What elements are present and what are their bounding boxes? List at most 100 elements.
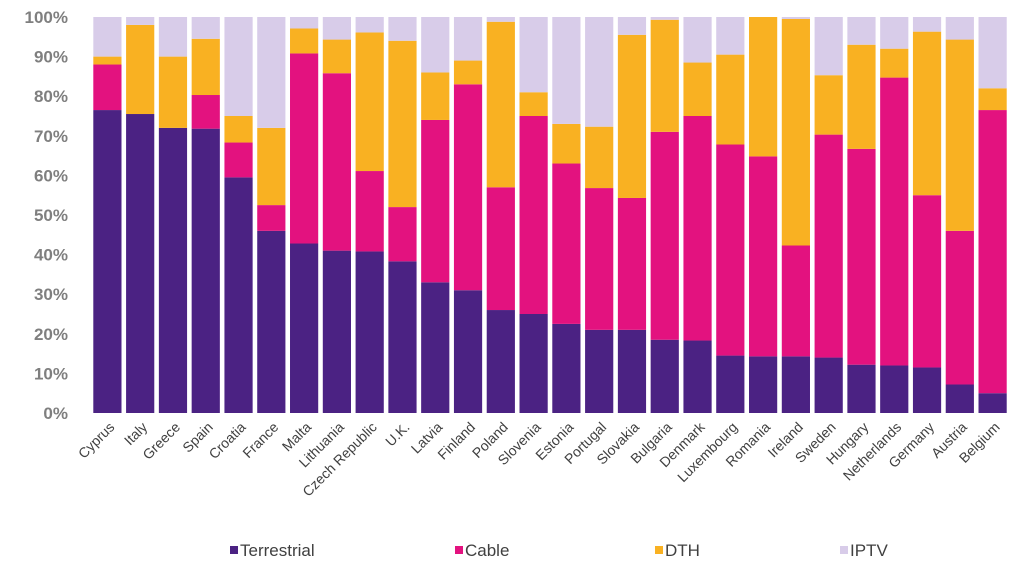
bar-cable-hungary: [847, 148, 876, 365]
legend-item-cable: Cable: [455, 541, 509, 560]
legend-swatch-dth: [655, 546, 663, 554]
bar-dth-ireland: [781, 18, 810, 246]
x-tick-label-france: France: [239, 419, 281, 461]
bar-stack-greece: [158, 17, 188, 413]
bar-iptv-germany: [912, 17, 942, 32]
bar-cable-ireland: [781, 245, 810, 357]
bar-terrestrial-hungary: [847, 364, 876, 413]
legend-label-terrestrial: Terrestrial: [240, 541, 315, 560]
legend: Terrestrial Cable DTH IPTV: [230, 541, 888, 560]
bar-iptv-hungary: [847, 17, 876, 45]
bar-terrestrial-netherlands: [880, 365, 909, 413]
y-tick-label: 100%: [25, 8, 68, 27]
bar-terrestrial-romania: [749, 356, 778, 413]
bar-iptv-cyprus: [93, 17, 122, 57]
bar-stack-netherlands: [880, 17, 909, 413]
legend-item-terrestrial: Terrestrial: [230, 541, 315, 560]
legend-label-dth: DTH: [665, 541, 700, 560]
bar-terrestrial-cyprus: [93, 110, 122, 413]
y-tick-label: 60%: [34, 166, 68, 185]
bar-dth-netherlands: [880, 48, 909, 78]
bar-stack-romania: [749, 17, 778, 413]
legend-swatch-iptv: [840, 546, 848, 554]
bar-dth-latvia: [421, 72, 450, 120]
bar-iptv-slovakia: [617, 17, 647, 35]
bar-stack-finland: [453, 17, 483, 413]
y-tick-label: 0%: [43, 404, 68, 423]
bar-stack-france: [257, 17, 286, 413]
bar-stack-ireland: [781, 17, 810, 413]
bar-stack-bulgaria: [650, 17, 679, 413]
y-tick-label: 90%: [34, 48, 68, 67]
bar-stack-germany: [912, 17, 942, 413]
bar-iptv-u-k: [388, 17, 417, 41]
bar-stack-spain: [191, 17, 220, 414]
bar-cable-denmark: [683, 116, 712, 341]
bar-stack-belgium: [978, 17, 1007, 413]
y-tick-label: 20%: [34, 325, 68, 344]
bar-cable-slovakia: [617, 197, 647, 330]
bar-dth-czech-republic: [355, 32, 384, 172]
bar-terrestrial-lithuania: [322, 250, 351, 413]
bar-dth-austria: [945, 39, 974, 231]
bar-iptv-estonia: [552, 17, 581, 124]
bar-cable-netherlands: [880, 77, 909, 366]
bar-iptv-latvia: [421, 17, 450, 73]
bar-iptv-austria: [945, 17, 974, 40]
bar-cable-luxembourg: [716, 144, 745, 356]
bar-dth-italy: [126, 24, 155, 115]
y-axis: 0% 10% 20% 30% 40% 50% 60% 70% 80% 90% 100%: [25, 8, 68, 423]
bar-terrestrial-greece: [158, 127, 188, 413]
bar-terrestrial-portugal: [585, 329, 614, 413]
bar-stack-luxembourg: [716, 17, 745, 413]
bar-iptv-luxembourg: [716, 17, 745, 55]
bar-iptv-finland: [453, 17, 483, 61]
bar-terrestrial-latvia: [421, 282, 450, 413]
bar-cable-finland: [453, 84, 483, 291]
bar-stack-malta: [290, 17, 319, 413]
x-tick-label-greece: Greece: [139, 419, 183, 463]
bar-dth-finland: [453, 60, 483, 85]
bar-iptv-denmark: [683, 17, 712, 63]
bar-stack-poland: [486, 17, 515, 413]
bar-dth-slovenia: [519, 92, 548, 116]
bar-iptv-belgium: [978, 17, 1007, 89]
bar-dth-greece: [158, 56, 188, 128]
x-tick-label-croatia: Croatia: [205, 419, 248, 462]
bar-dth-malta: [290, 28, 319, 54]
x-tick-label-finland: Finland: [434, 419, 478, 463]
bar-iptv-sweden: [814, 17, 843, 76]
bar-terrestrial-belgium: [978, 393, 1007, 413]
y-tick-label: 30%: [34, 285, 68, 304]
bar-stack-italy: [126, 17, 155, 414]
y-tick-label: 50%: [34, 206, 68, 225]
bar-iptv-greece: [158, 17, 188, 57]
bar-stack-latvia: [421, 17, 450, 413]
bar-cable-austria: [945, 230, 974, 385]
bar-iptv-poland: [486, 17, 515, 22]
bar-stack-slovakia: [617, 17, 647, 413]
bar-terrestrial-u-k: [388, 261, 417, 413]
bar-cable-latvia: [421, 119, 450, 283]
bar-cable-croatia: [224, 142, 253, 178]
legend-item-dth: DTH: [655, 541, 700, 560]
bar-cable-poland: [486, 187, 515, 311]
bar-cable-slovenia: [519, 116, 548, 314]
bar-iptv-lithuania: [322, 17, 351, 40]
bars-layer: [93, 17, 1007, 414]
bar-terrestrial-france: [257, 230, 286, 413]
bar-dth-slovakia: [617, 34, 647, 198]
bar-iptv-netherlands: [880, 17, 909, 49]
bar-stack-cyprus: [93, 17, 122, 413]
bar-iptv-france: [257, 17, 286, 128]
bar-dth-lithuania: [322, 39, 351, 74]
bar-dth-poland: [486, 21, 515, 188]
bar-terrestrial-czech-republic: [355, 251, 384, 413]
y-tick-label: 40%: [34, 246, 68, 265]
bar-dth-estonia: [552, 123, 581, 164]
bar-dth-u-k: [388, 40, 417, 208]
bar-stack-lithuania: [322, 17, 351, 413]
y-tick-label: 10%: [34, 364, 68, 383]
bar-terrestrial-finland: [453, 290, 483, 413]
